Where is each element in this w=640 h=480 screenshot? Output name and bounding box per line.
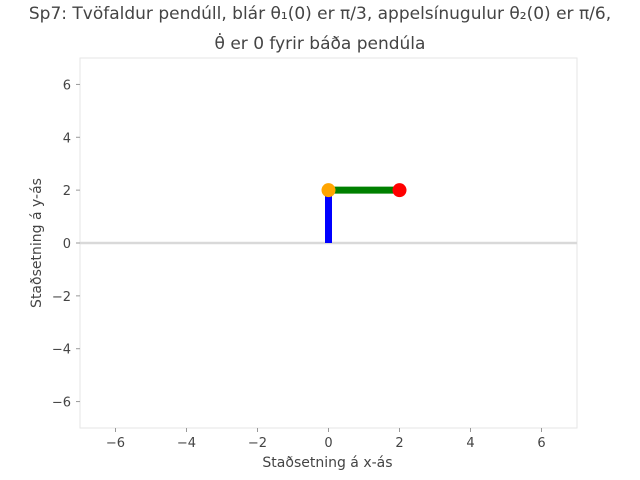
x-tick-label: 4	[466, 436, 474, 451]
y-tick-label: 2	[63, 184, 71, 199]
chart-title-line-2: θ̇ er 0 fyrir báða pendúla	[214, 34, 426, 54]
y-tick-label: −6	[52, 396, 71, 411]
x-axis-label: Staðsetning á x-ás	[262, 455, 393, 471]
y-tick-label: 0	[63, 237, 71, 252]
y-tick-label: −4	[52, 343, 71, 358]
x-tick-label: −2	[248, 436, 267, 451]
y-tick-label: 4	[63, 131, 71, 146]
x-tick-label: 2	[395, 436, 403, 451]
pendulum-bob-2	[392, 183, 407, 198]
y-axis-label: Staðsetning á y-ás	[29, 178, 45, 308]
x-tick-label: −6	[106, 436, 125, 451]
x-tick-label: 0	[324, 436, 332, 451]
x-tick-label: −4	[177, 436, 196, 451]
pendulum-bob-1	[321, 183, 336, 198]
chart-title-line-1: Sp7: Tvöfaldur pendúll, blár θ₁(0) er π/…	[28, 4, 612, 24]
y-tick-label: 6	[63, 78, 71, 93]
x-tick-label: 6	[537, 436, 545, 451]
y-tick-label: −2	[52, 290, 71, 305]
